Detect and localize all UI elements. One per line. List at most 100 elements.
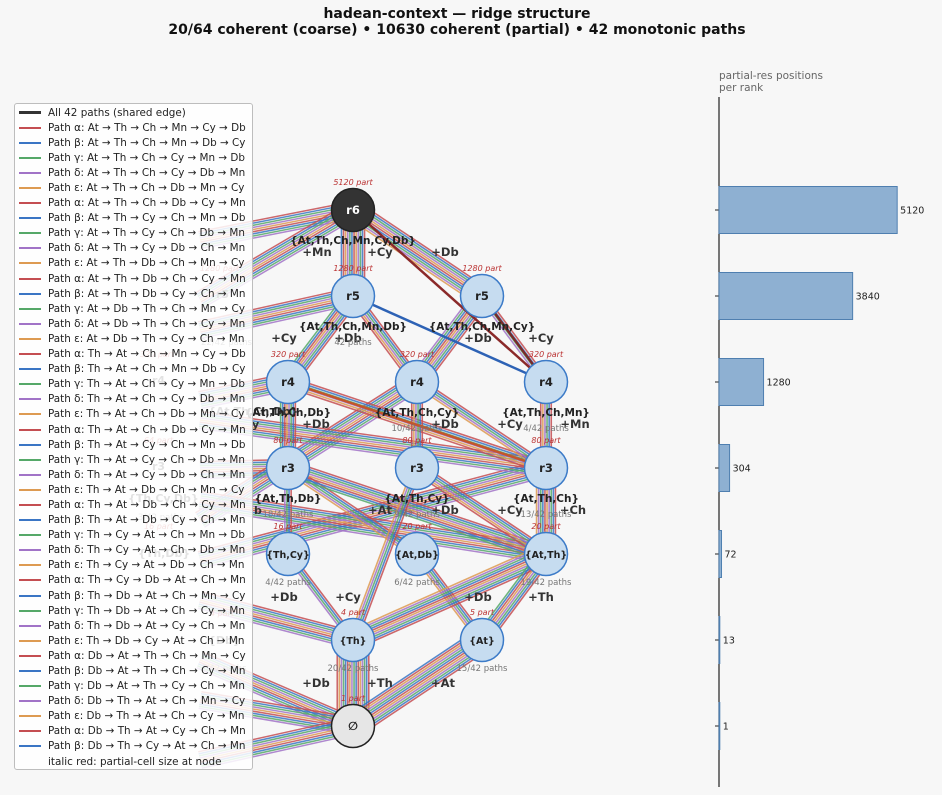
path-edge: [350, 636, 481, 725]
legend-item: Path ε: Db → Th → At → Ch → Cy → Mn: [15, 709, 252, 724]
edge-label: +Cy: [497, 503, 523, 517]
node-empty: ∅ 1 part: [330, 694, 376, 749]
node-partial-size: 1280 part: [333, 264, 373, 273]
legend-label: Path δ: Th → At → Ch → Cy → Db → Mn: [48, 393, 246, 406]
legend-swatch: [19, 564, 41, 567]
path-edge: [353, 554, 547, 642]
legend-label: Path δ: Db → Th → At → Ch → Mn → Cy: [48, 695, 246, 708]
node-path-count: 6/42 paths: [394, 578, 440, 588]
legend-label: Path ε: At → Th → Ch → Db → Mn → Cy: [48, 182, 245, 195]
edge-label: +Db: [431, 245, 458, 259]
node-label: r3: [410, 461, 424, 475]
legend-item: Path γ: At → Db → Th → Ch → Mn → Cy: [15, 301, 252, 316]
legend-swatch: [19, 292, 41, 295]
legend-swatch: [19, 141, 41, 144]
node-partial-size: 5120 part: [333, 178, 373, 187]
path-edge: [356, 469, 422, 642]
legend-item: Path δ: Th → At → Cy → Db → Ch → Mn: [15, 467, 252, 482]
node-set-label: {At,Th,Db}: [255, 493, 322, 505]
legend-swatch: [19, 549, 41, 552]
path-edge: [289, 462, 548, 550]
legend-label: Path α: Db → At → Th → Ch → Mn → Cy: [48, 649, 246, 662]
legend-item: All 42 paths (shared edge): [15, 105, 252, 120]
shared-edge: [352, 209, 547, 383]
legend-item: Path γ: Db → At → Th → Cy → Ch → Mn: [15, 679, 252, 694]
legend-swatch: [19, 413, 41, 416]
legend-label: Path ε: Th → At → Ch → Db → Mn → Cy: [48, 408, 245, 421]
node-atdb: {At,Db} 20 part 6/42 paths: [394, 522, 440, 588]
node-set-label: {At,Th,Ch,Mn,Cy,Db}: [290, 235, 416, 247]
legend-label: Path β: At → Th → Db → Cy → Ch → Mn: [48, 287, 246, 300]
legend-label: Path β: At → Th → Cy → Ch → Mn → Db: [48, 212, 246, 225]
legend-swatch: [19, 247, 41, 250]
legend-item: Path δ: At → Th → Cy → Db → Ch → Mn: [15, 241, 252, 256]
legend-swatch: [19, 322, 41, 325]
path-edge: [352, 552, 546, 640]
legend-label: Path α: At → Th → Db → Ch → Cy → Mn: [48, 272, 246, 285]
node-label: r5: [475, 289, 489, 303]
node-r6: r6 5120 part {At,Th,Ch,Mn,Cy,Db}: [290, 178, 416, 247]
path-edge: [417, 379, 548, 467]
legend-swatch: [19, 609, 41, 612]
node-partial-size: 16 part: [273, 522, 303, 531]
legend-swatch: [19, 715, 41, 718]
path-edge: [199, 467, 547, 561]
node-circle: [330, 703, 376, 749]
edge-label: +Cy: [271, 331, 297, 345]
legend-label: Path ε: Db → Th → At → Ch → Cy → Mn: [48, 710, 245, 723]
legend-swatch: [19, 670, 41, 673]
legend-label: Path ε: Th → At → Db → Ch → Mn → Cy: [48, 483, 245, 496]
legend-item: Path β: Th → At → Cy → Ch → Mn → Db: [15, 437, 252, 452]
legend-swatch: [19, 488, 41, 491]
path-edge: [198, 461, 545, 555]
legend-swatch: [19, 503, 41, 506]
legend-item: Path β: Th → At → Ch → Mn → Db → Cy: [15, 362, 252, 377]
node-partial-size: 80 part: [273, 436, 303, 445]
path-edge: [198, 507, 545, 564]
node-path-count: 18/42 paths: [263, 510, 315, 520]
legend-swatch: [19, 217, 41, 220]
legend-item: Path α: Th → Cy → Db → At → Ch → Mn: [15, 573, 252, 588]
node-label: r4: [410, 375, 424, 389]
legend-item: Path γ: Th → At → Ch → Cy → Mn → Db: [15, 377, 252, 392]
node-path-count: 10/42 paths: [392, 424, 444, 434]
path-edge: [415, 468, 546, 556]
legend-label: Path γ: Th → At → Ch → Cy → Mn → Db: [48, 378, 245, 391]
edge-label: +Ch: [560, 503, 586, 517]
node-path-count: 15/42 paths: [457, 664, 509, 674]
legend-label: Path δ: Th → Cy → At → Ch → Db → Mn: [48, 544, 246, 557]
legend-swatch: [19, 202, 41, 205]
path-edge: [201, 475, 549, 569]
bar-chart-title: partial-res positions per rank: [719, 70, 823, 94]
node-set-label: {At,Th,Ch,Cy}: [375, 407, 459, 419]
edge-label: +Db: [334, 331, 361, 345]
node-path-count: 20/42 paths: [328, 664, 380, 674]
edge-label: +Cy: [497, 417, 523, 431]
node-r5a: r5 1280 part {At,Th,Ch,Mn,Db} 42 paths: [299, 264, 407, 348]
path-edge: [200, 469, 547, 563]
legend-item: Path γ: At → Th → Ch → Cy → Mn → Db: [15, 150, 252, 165]
figure-title: hadean-context — ridge structure 20/64 c…: [0, 6, 914, 38]
path-edge: [199, 421, 546, 471]
path-edge: [414, 384, 545, 473]
legend-swatch: [19, 458, 41, 461]
edge-label: +Db: [431, 503, 458, 517]
node-r4c: r4 320 part {At,Th,Ch,Mn} 4/42 paths: [502, 350, 590, 434]
node-circle: [265, 531, 311, 577]
legend: All 42 paths (shared edge) Path α: At → T…: [14, 103, 253, 770]
path-edge: [351, 550, 546, 638]
legend-label: Path ε: Th → Db → Cy → At → Ch → Mn: [48, 634, 245, 647]
node-partial-size: 320 part: [529, 350, 564, 359]
legend-swatch: [19, 428, 41, 431]
legend-swatch: [19, 443, 41, 446]
path-edge: [286, 472, 545, 560]
legend-item: Path α: At → Th → Ch → Mn → Cy → Db: [15, 120, 252, 135]
legend-item: Path α: Th → At → Db → Ch → Cy → Mn: [15, 497, 252, 512]
path-edge: [348, 215, 479, 303]
edge-label: +Db: [270, 590, 297, 604]
node-r4b: r4 320 part {At,Th,Ch,Cy} 10/42 paths: [375, 350, 459, 434]
node-th: {Th} 4 part 20/42 paths: [328, 608, 380, 674]
node-path-count: 42 paths: [334, 338, 372, 348]
legend-label: Path ε: At → Db → Th → Cy → Ch → Mn: [48, 332, 245, 345]
